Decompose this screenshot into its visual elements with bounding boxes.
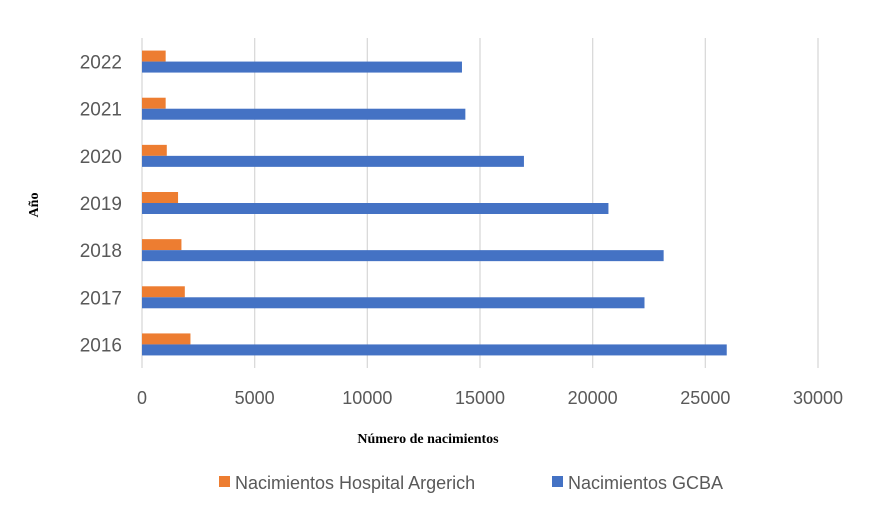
bar-gcba-2018 [142,250,664,262]
y-tick-label: 2021 [80,100,122,121]
bars [142,50,727,356]
legend-swatch-gcba [552,476,563,487]
bar-argerich-2017 [142,286,185,298]
y-tick-label: 2018 [80,241,122,262]
x-tick-label: 30000 [793,388,843,408]
bar-gcba-2019 [142,203,609,214]
bar-argerich-2021 [142,97,166,109]
legend: Nacimientos Hospital Argerich Nacimiento… [219,473,723,493]
x-tick-labels: 0 5000 10000 15000 20000 25000 30000 [137,388,843,408]
y-tick-labels: 2016 2017 2018 2019 2020 2021 2022 [80,53,122,357]
y-tick-label: 2017 [80,288,122,309]
bar-argerich-2018 [142,239,182,251]
bar-argerich-2019 [142,192,179,203]
y-tick-label: 2019 [80,194,122,215]
y-tick-label: 2022 [80,53,122,74]
x-tick-label: 0 [137,388,147,408]
x-tick-label: 5000 [235,388,275,408]
x-tick-label: 15000 [455,388,505,408]
x-axis-title: Número de nacimientos [357,432,499,447]
bar-argerich-2020 [142,144,167,156]
y-axis-title: Año [27,193,42,218]
bar-gcba-2017 [142,297,645,309]
bar-gcba-2020 [142,155,524,167]
legend-label-gcba: Nacimientos GCBA [568,473,723,493]
bar-gcba-2021 [142,108,466,120]
bar-gcba-2016 [142,344,727,356]
bar-argerich-2022 [142,50,166,62]
x-tick-label: 25000 [680,388,730,408]
y-tick-label: 2016 [80,335,122,356]
x-tick-label: 20000 [568,388,618,408]
x-tick-label: 10000 [342,388,392,408]
y-tick-label: 2020 [80,147,122,168]
bar-argerich-2016 [142,333,191,345]
legend-label-argerich: Nacimientos Hospital Argerich [235,473,475,493]
bar-gcba-2022 [142,61,462,73]
legend-swatch-argerich [219,476,230,487]
